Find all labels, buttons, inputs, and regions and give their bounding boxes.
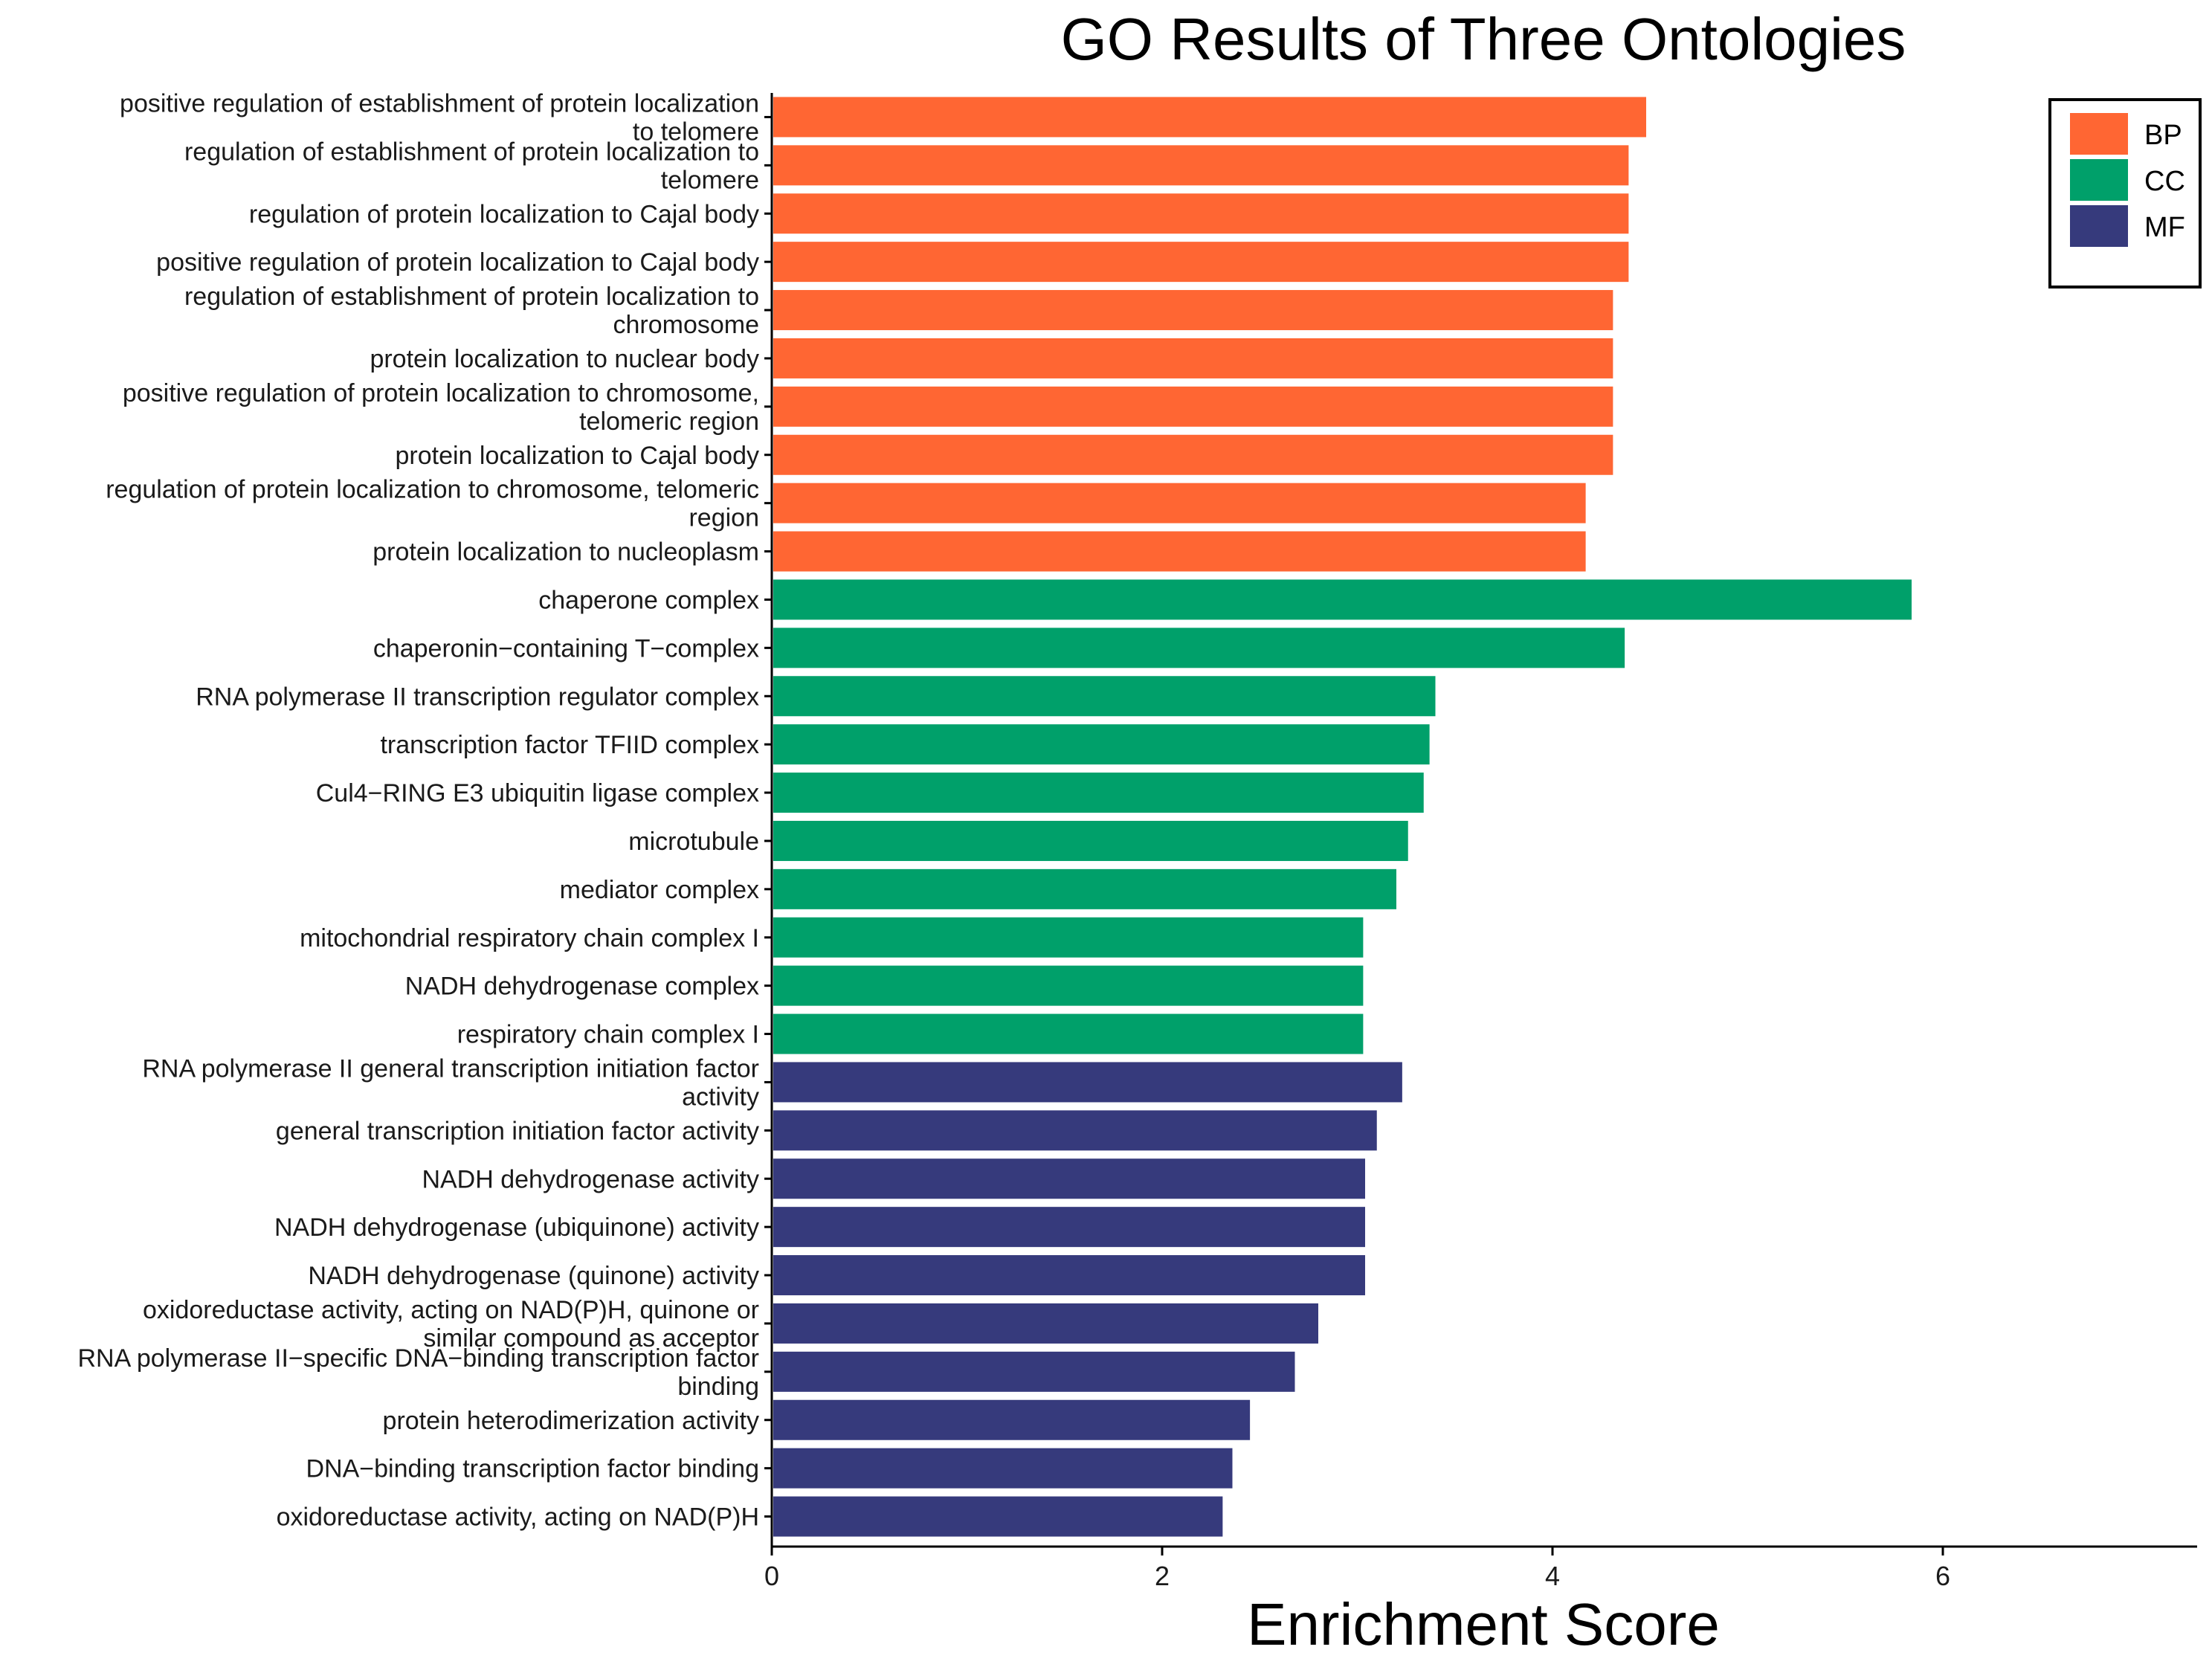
category-label: telomere bbox=[661, 166, 759, 194]
bar-bp-7 bbox=[773, 386, 1613, 427]
bar-cc-17 bbox=[773, 868, 1396, 909]
legend-swatch-bp bbox=[2070, 113, 2128, 155]
category-label: similar compound as acceptor bbox=[423, 1324, 759, 1353]
category-label: region bbox=[689, 504, 759, 532]
category-label: positive regulation of protein localizat… bbox=[156, 248, 759, 277]
category-label: oxidoreductase activity, acting on NAD(P… bbox=[277, 1503, 759, 1532]
category-label: Cul4−RING E3 ubiquitin ligase complex bbox=[316, 779, 759, 807]
category-label: chromosome bbox=[613, 311, 759, 339]
category-label: protein heterodimerization activity bbox=[383, 1407, 759, 1435]
category-label: respiratory chain complex I bbox=[457, 1021, 759, 1049]
bar-bp-10 bbox=[773, 531, 1586, 572]
category-label: oxidoreductase activity, acting on NAD(P… bbox=[143, 1296, 759, 1324]
category-label: binding bbox=[677, 1373, 759, 1401]
category-label: general transcription initiation factor … bbox=[276, 1117, 759, 1145]
bar-mf-26 bbox=[773, 1303, 1318, 1344]
bar-bp-4 bbox=[773, 242, 1629, 283]
category-label: mediator complex bbox=[560, 876, 759, 904]
category-label: protein localization to nucleoplasm bbox=[373, 538, 759, 567]
category-labels: positive regulation of establishment of … bbox=[77, 89, 772, 1532]
x-tick-label: 4 bbox=[1545, 1561, 1560, 1591]
category-label: chaperone complex bbox=[538, 586, 759, 614]
bar-cc-18 bbox=[773, 917, 1364, 958]
bar-cc-20 bbox=[773, 1013, 1364, 1054]
legend-label-bp: BP bbox=[2144, 120, 2182, 151]
bar-bp-8 bbox=[773, 434, 1613, 475]
category-label: positive regulation of establishment of … bbox=[120, 89, 759, 117]
legend-swatch-cc bbox=[2070, 159, 2128, 201]
legend-label-cc: CC bbox=[2144, 166, 2185, 197]
category-label: microtubule bbox=[628, 828, 759, 856]
bar-cc-12 bbox=[773, 628, 1625, 668]
category-label: positive regulation of protein localizat… bbox=[123, 379, 759, 407]
chart-title: GO Results of Three Ontologies bbox=[1061, 6, 1906, 72]
bar-bp-3 bbox=[773, 193, 1629, 234]
category-label: mitochondrial respiratory chain complex … bbox=[300, 924, 759, 952]
category-label: RNA polymerase II general transcription … bbox=[142, 1054, 759, 1083]
category-label: regulation of protein localization to ch… bbox=[106, 476, 759, 504]
bar-mf-23 bbox=[773, 1158, 1365, 1199]
category-label: to telomere bbox=[633, 117, 759, 146]
bar-cc-19 bbox=[773, 965, 1364, 1006]
legend-swatch-mf bbox=[2070, 205, 2128, 247]
bars-layer bbox=[773, 97, 1912, 1537]
bar-cc-14 bbox=[773, 724, 1430, 765]
category-label: protein localization to Cajal body bbox=[395, 442, 759, 470]
category-label: RNA polymerase II transcription regulato… bbox=[196, 683, 759, 711]
bar-mf-29 bbox=[773, 1448, 1233, 1489]
x-axis-label: Enrichment Score bbox=[1247, 1591, 1720, 1657]
x-tick-label: 2 bbox=[1155, 1561, 1170, 1591]
bar-mf-30 bbox=[773, 1496, 1223, 1537]
category-label: NADH dehydrogenase activity bbox=[422, 1165, 759, 1193]
legend: BP CC MF bbox=[2048, 98, 2202, 288]
x-tick-label: 6 bbox=[1935, 1561, 1950, 1591]
bar-bp-1 bbox=[773, 97, 1646, 138]
legend-label-mf: MF bbox=[2144, 212, 2185, 243]
bar-mf-24 bbox=[773, 1207, 1365, 1248]
bar-cc-13 bbox=[773, 676, 1436, 717]
x-tick-label: 0 bbox=[764, 1561, 779, 1591]
category-label: NADH dehydrogenase (quinone) activity bbox=[308, 1262, 759, 1290]
bar-mf-21 bbox=[773, 1062, 1402, 1103]
bar-bp-5 bbox=[773, 290, 1613, 331]
category-label: activity bbox=[682, 1083, 759, 1111]
bar-mf-22 bbox=[773, 1110, 1377, 1151]
category-label: NADH dehydrogenase (ubiquinone) activity bbox=[274, 1213, 759, 1242]
bar-cc-16 bbox=[773, 820, 1408, 861]
category-label: transcription factor TFIID complex bbox=[380, 731, 759, 759]
bar-bp-6 bbox=[773, 338, 1613, 378]
category-label: regulation of protein localization to Ca… bbox=[249, 200, 759, 228]
category-label: DNA−binding transcription factor binding bbox=[306, 1455, 759, 1483]
category-label: protein localization to nuclear body bbox=[370, 345, 759, 373]
bar-bp-9 bbox=[773, 483, 1586, 523]
x-axis-ticks: 0 2 4 6 bbox=[764, 1547, 1950, 1591]
category-label: telomeric region bbox=[579, 407, 759, 436]
bar-mf-25 bbox=[773, 1255, 1365, 1296]
category-label: NADH dehydrogenase complex bbox=[405, 973, 759, 1001]
bar-mf-28 bbox=[773, 1399, 1251, 1440]
bar-mf-27 bbox=[773, 1351, 1295, 1392]
category-label: regulation of establishment of protein l… bbox=[184, 283, 759, 311]
category-label: chaperonin−containing T−complex bbox=[373, 634, 759, 662]
bar-bp-2 bbox=[773, 145, 1629, 186]
category-label: RNA polymerase II−specific DNA−binding t… bbox=[77, 1344, 759, 1373]
bar-cc-15 bbox=[773, 773, 1424, 813]
bar-cc-11 bbox=[773, 579, 1912, 620]
category-label: regulation of establishment of protein l… bbox=[184, 138, 759, 166]
